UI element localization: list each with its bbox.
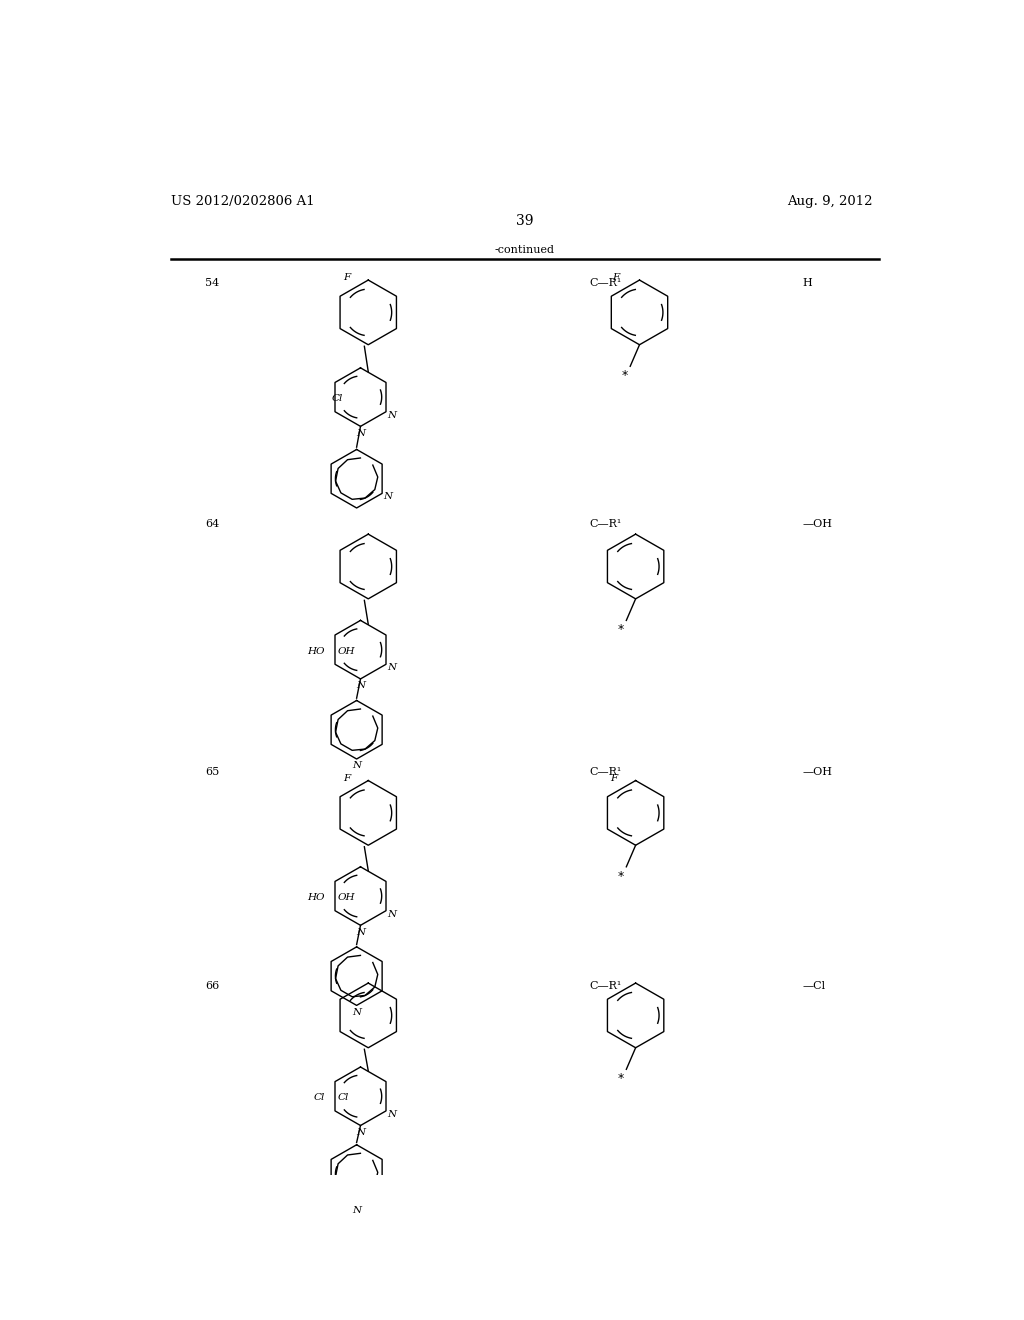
Text: 39: 39 <box>516 214 534 228</box>
Text: N: N <box>387 411 396 420</box>
Text: HO: HO <box>307 894 325 902</box>
Text: Cl: Cl <box>313 1093 325 1102</box>
Text: F: F <box>612 273 620 282</box>
Text: N: N <box>384 492 393 502</box>
Text: OH: OH <box>337 894 354 902</box>
Text: N: N <box>352 1205 361 1214</box>
Text: N: N <box>387 909 396 919</box>
Text: 64: 64 <box>206 519 220 529</box>
Text: OH: OH <box>337 647 354 656</box>
Text: *: * <box>622 370 628 383</box>
Text: N: N <box>387 663 396 672</box>
Text: *: * <box>617 623 624 636</box>
Text: *: * <box>617 1072 624 1085</box>
Text: Cl: Cl <box>337 1093 348 1102</box>
Text: —OH: —OH <box>802 519 833 529</box>
Text: N: N <box>356 429 366 438</box>
Text: 54: 54 <box>206 277 220 288</box>
Text: N: N <box>352 762 361 771</box>
Text: N: N <box>352 1008 361 1016</box>
Text: —OH: —OH <box>802 767 833 776</box>
Text: 65: 65 <box>206 767 220 776</box>
Text: C—R¹: C—R¹ <box>589 519 622 529</box>
Text: N: N <box>356 1129 366 1137</box>
Text: N: N <box>356 681 366 690</box>
Text: H: H <box>802 277 812 288</box>
Text: -continued: -continued <box>495 244 555 255</box>
Text: 66: 66 <box>206 981 220 991</box>
Text: C—R¹: C—R¹ <box>589 277 622 288</box>
Text: —Cl: —Cl <box>802 981 825 991</box>
Text: F: F <box>343 774 350 783</box>
Text: Cl: Cl <box>332 395 343 404</box>
Text: US 2012/0202806 A1: US 2012/0202806 A1 <box>171 195 314 209</box>
Text: F: F <box>610 774 617 783</box>
Text: C—R¹: C—R¹ <box>589 981 622 991</box>
Text: C—R¹: C—R¹ <box>589 767 622 776</box>
Text: N: N <box>356 928 366 937</box>
Text: N: N <box>387 1110 396 1119</box>
Text: Aug. 9, 2012: Aug. 9, 2012 <box>786 195 872 209</box>
Text: F: F <box>343 273 350 282</box>
Text: *: * <box>617 870 624 883</box>
Text: HO: HO <box>307 647 325 656</box>
